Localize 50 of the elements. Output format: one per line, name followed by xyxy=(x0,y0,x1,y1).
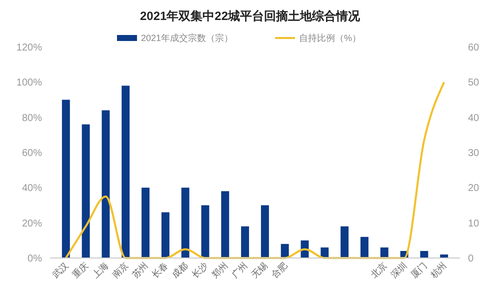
bar xyxy=(161,212,170,258)
y-tick-label: 60% xyxy=(22,148,42,159)
bar xyxy=(122,86,130,258)
bar xyxy=(62,100,70,258)
y-tick-label: 40% xyxy=(22,183,42,194)
y-tick-label: 20% xyxy=(22,218,42,230)
bar xyxy=(82,124,90,258)
x-tick-label: 北京 xyxy=(368,260,389,280)
chart-title: 2021年双集中22城平台回摘土地综合情况 xyxy=(140,9,362,23)
x-tick-label: 长沙 xyxy=(190,260,210,280)
x-tick-label: 长春 xyxy=(150,260,170,280)
bar xyxy=(420,250,428,258)
y-tick-label: 100% xyxy=(16,78,42,89)
x-tick-label: 深圳 xyxy=(388,260,409,280)
y2-tick-label: 60 xyxy=(468,42,480,54)
bar xyxy=(380,247,388,258)
y2-tick-label: 30 xyxy=(468,148,480,159)
y-tick-label: 80% xyxy=(22,112,42,124)
x-tick-label: 无锡 xyxy=(250,260,270,280)
x-tick-label: 南京 xyxy=(110,260,130,280)
x-tick-label: 重庆 xyxy=(70,260,90,280)
bar xyxy=(181,188,190,258)
x-tick-label: 广州 xyxy=(230,260,250,280)
bar xyxy=(340,226,349,258)
x-tick-label: 上海 xyxy=(90,260,110,280)
bar xyxy=(360,236,368,258)
bar xyxy=(280,244,289,258)
x-tick-label: 郑州 xyxy=(210,260,230,280)
x-tick-label: 杭州 xyxy=(428,260,448,281)
x-tick-label: 成都 xyxy=(170,260,190,280)
y-tick-label: 0% xyxy=(28,254,42,264)
bar xyxy=(221,191,230,258)
y2-tick-label: 40 xyxy=(468,112,480,124)
bar xyxy=(260,205,269,258)
bar xyxy=(142,188,150,258)
y2-tick-label: 0 xyxy=(468,254,474,264)
legend-label: 2021年成交宗数（宗） xyxy=(141,33,234,44)
x-tick-label: 苏州 xyxy=(130,260,150,280)
bar xyxy=(241,226,250,258)
y2-tick-label: 20 xyxy=(468,183,480,194)
y2-tick-label: 50 xyxy=(468,78,480,89)
bar xyxy=(102,110,110,258)
legend-label: 自持比例（%） xyxy=(299,33,362,44)
x-tick-label: 厦门 xyxy=(408,260,429,280)
x-tick-label: 合肥 xyxy=(269,260,290,280)
y-tick-label: 120% xyxy=(16,42,42,54)
y2-tick-label: 10 xyxy=(468,218,480,230)
bar xyxy=(201,205,210,258)
x-tick-label: 武汉 xyxy=(50,260,70,280)
line-series xyxy=(64,81,446,259)
